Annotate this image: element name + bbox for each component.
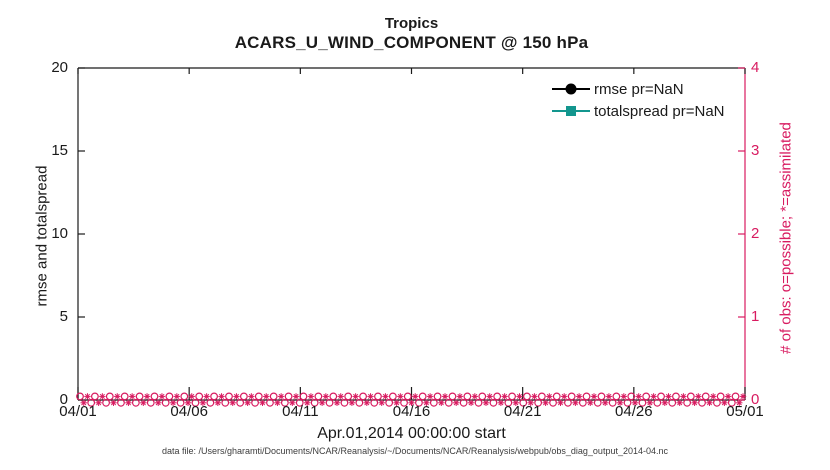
legend-item-totalspread: totalspread pr=NaN [552, 100, 725, 122]
legend-item-rmse: rmse pr=NaN [552, 78, 725, 100]
x-tick-label: 04/21 [503, 403, 542, 420]
left-y-tick-label: 10 [51, 225, 68, 242]
chart-title: Tropics [384, 15, 439, 32]
data-file-footnote: data file: /Users/gharamti/Documents/NCA… [161, 446, 668, 456]
totalspread-line-marker-icon [552, 104, 590, 118]
legend: rmse pr=NaN totalspread pr=NaN [552, 78, 725, 122]
left-y-tick-label: 0 [59, 391, 68, 408]
x-tick-label: 04/16 [392, 403, 431, 420]
right-y-tick-label: 0 [751, 391, 760, 408]
chart-title-block: Tropics ACARS_U_WIND_COMPONENT @ 150 hPa [78, 14, 745, 53]
x-tick-label: 04/11 [282, 403, 319, 420]
right-y-tick-label: 1 [751, 308, 760, 325]
x-tick-label: 04/01 [59, 403, 97, 420]
x-axis-label: Apr.01,2014 00:00:00 start [317, 425, 506, 442]
right-y-tick-label: 2 [751, 225, 760, 242]
left-y-tick-label: 20 [51, 59, 68, 76]
x-tick-label: 04/06 [170, 403, 208, 420]
right-y-tick-label: 4 [751, 59, 760, 76]
left-y-tick-label: 5 [59, 308, 68, 325]
legend-label-totalspread: totalspread pr=NaN [594, 102, 725, 120]
right-y-tick-label: 3 [751, 142, 760, 159]
chart-subtitle: ACARS_U_WIND_COMPONENT @ 150 hPa [234, 33, 589, 52]
legend-label-rmse: rmse pr=NaN [594, 80, 684, 98]
rmse-line-marker-icon [552, 82, 590, 96]
left-y-tick-label: 15 [51, 142, 68, 159]
x-tick-label: 05/01 [726, 403, 764, 420]
x-tick-label: 04/26 [615, 403, 653, 420]
